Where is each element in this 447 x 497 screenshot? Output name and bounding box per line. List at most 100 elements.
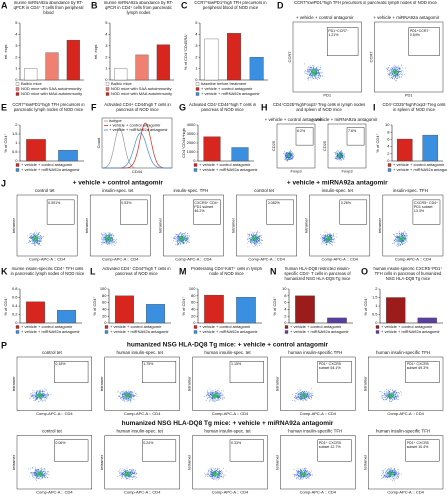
x-axis-label: Comp-APC-A :: CD4 (36, 411, 73, 416)
y-tick-label: 100 (189, 286, 196, 291)
y-tick-label: 1 (15, 66, 18, 71)
y-axis-label: % of CD4⁺ (375, 133, 380, 152)
y-axis-label: % of CD4⁺ (363, 296, 368, 315)
plot-title: insulin-spec. tet (102, 188, 134, 193)
plot-title: human insulin-specific TFH (288, 429, 342, 434)
cell-dots-dense (212, 470, 220, 477)
gate-label-box: 0.24% (143, 441, 153, 445)
plot-title: + vehicle + control antagomir (296, 15, 354, 20)
gate-label-box: 0.53% (121, 201, 131, 205)
panel-label: C (181, 0, 188, 10)
gate (54, 361, 89, 383)
y-tick-label: 4 (195, 31, 198, 36)
y-axis-label: Count (96, 137, 101, 149)
y-tick-label: 2 (387, 151, 390, 156)
gate-label-box: PD1⁺ CXCR5 subset 49.3% (407, 362, 429, 370)
y-axis-label: tetramer (231, 217, 236, 233)
y-tick-label: 0.6 (12, 295, 18, 300)
chart-title-box: Proliferating CD4⁺Ki67⁺ cells in lymph n… (191, 267, 262, 276)
gate (405, 439, 440, 462)
x-axis-label: Comp-APC-A :: CD4 (124, 411, 161, 416)
y-tick-label: 80 (102, 293, 107, 298)
legend-label: Balb/c mice (111, 81, 132, 86)
y-tick-label: 5 (15, 20, 18, 25)
bar (417, 317, 437, 324)
y-tick-label: 0 (375, 320, 378, 325)
bar (204, 38, 219, 81)
x-axis-label: Comp-APC-A :: CD4 (300, 411, 337, 416)
y-tick-label: 5 (195, 20, 198, 25)
y-tick-label: 1.5 (12, 131, 18, 136)
legend-label: + vehicle + miRNA92a antagomir (110, 329, 169, 334)
x-axis-label: Foxp3 (341, 169, 353, 174)
gate-label-box: 0.06% (55, 441, 65, 445)
gate-label: 0.091% (48, 200, 61, 205)
chart-title-box: CCR7^lowPD1^high TFH precursors in perip… (194, 1, 267, 10)
y-tick-label: 0.2 (12, 312, 18, 317)
bar (203, 136, 221, 162)
legend-swatch (15, 330, 20, 334)
y-axis-label: tetramer (187, 376, 192, 392)
legend-label: baseline before treatment (201, 81, 247, 86)
plot-title: + vehicle + miRNA92a antagomir (373, 15, 440, 20)
y-tick-label: 3 (15, 43, 18, 48)
legend-label: NOD mice with SAA autoimmunity (111, 86, 171, 91)
gate (339, 199, 368, 225)
gate (412, 199, 441, 225)
gate-label-box: 0.091% (48, 200, 61, 205)
gate (193, 199, 221, 225)
y-axis-label: tetramer (11, 454, 16, 470)
y-axis-label: tetramer (304, 217, 309, 233)
gate-label-box: 7.6% (348, 129, 356, 133)
legend-label: NOD mice with MAA autoimmunity (21, 91, 82, 96)
bar (327, 317, 347, 324)
gate (229, 439, 264, 462)
panel-title-box: CCR7^lowPD1^high TFH precursors in pancr… (294, 1, 437, 5)
chart-title: Proliferating CD4⁺Ki67⁺ cells in lymph n… (191, 267, 262, 276)
y-tick-label: 80 (191, 293, 196, 298)
chart-title: CCR7^lowPD1^high TFH precursors in perip… (194, 1, 267, 10)
plot-title: human insulin-spec. tet (204, 350, 251, 355)
panel-label: O (361, 266, 368, 276)
legend-label: + vehicle + control antagomir (201, 86, 253, 91)
legend-swatch (195, 82, 200, 86)
chart-title-box: murine miRNA92a abundance by RT-qPCR in … (14, 1, 84, 15)
legend-label: + vehicle + control antagomir (381, 324, 433, 329)
legend-swatch (104, 325, 109, 329)
gate-label-box: PD1⁺ CXCR5 subset 10.4% (407, 441, 429, 449)
legend-swatch (105, 87, 110, 91)
bar (422, 134, 439, 162)
gate (327, 27, 359, 56)
panel-title-box: CD4⁺CD25^highFoxp3⁺Treg cells in lymph n… (272, 103, 366, 112)
legend-swatch (15, 87, 20, 91)
gate-label-box: CXCR5⁺ CD4⁺ PD1 subset 46.2% (194, 201, 218, 213)
y-axis-label: % of CD4⁺ (92, 296, 97, 315)
y-tick-label: 0.8 (12, 286, 18, 291)
plot-frame (101, 117, 173, 169)
legend-swatch (15, 325, 20, 329)
gate-label: 0.082% (267, 200, 280, 205)
y-tick-label: 0.4 (12, 303, 18, 308)
x-axis-label: CD44 (132, 169, 143, 174)
x-axis-label: Comp-APC-A :: CD4 (395, 257, 432, 262)
y-axis-label: tetramer (377, 217, 382, 233)
gate (317, 361, 352, 383)
bar (227, 33, 241, 81)
y-axis-label: tetramer (99, 376, 104, 392)
chart-title-box: CD4⁺CD25^highFoxp3⁺Treg cells in spleen … (382, 103, 445, 112)
panel-label: A (1, 0, 8, 10)
legend-label: + vehicle + control antagomir (109, 123, 161, 128)
chart-title-box: murine miRNA92a abundance by RT-qPCR in … (104, 1, 174, 15)
y-tick-label: 3 (105, 43, 108, 48)
panel-title: CD4⁺CD25^highFoxp3⁺Treg cells in lymph n… (272, 103, 366, 112)
gate-label-box: 0.082% (267, 200, 280, 205)
plot-title: human insulin-specific TFH (376, 429, 430, 434)
cell-dots-dense (211, 393, 219, 399)
legend-label: + vehicle + control antagomir (393, 162, 445, 167)
cell-dots-dense (286, 153, 291, 158)
cell-dots-dense (124, 392, 132, 399)
y-axis-label: % of CD4⁺ (3, 296, 8, 315)
legend-swatch (375, 330, 380, 334)
y-tick-label: 3 (195, 43, 198, 48)
